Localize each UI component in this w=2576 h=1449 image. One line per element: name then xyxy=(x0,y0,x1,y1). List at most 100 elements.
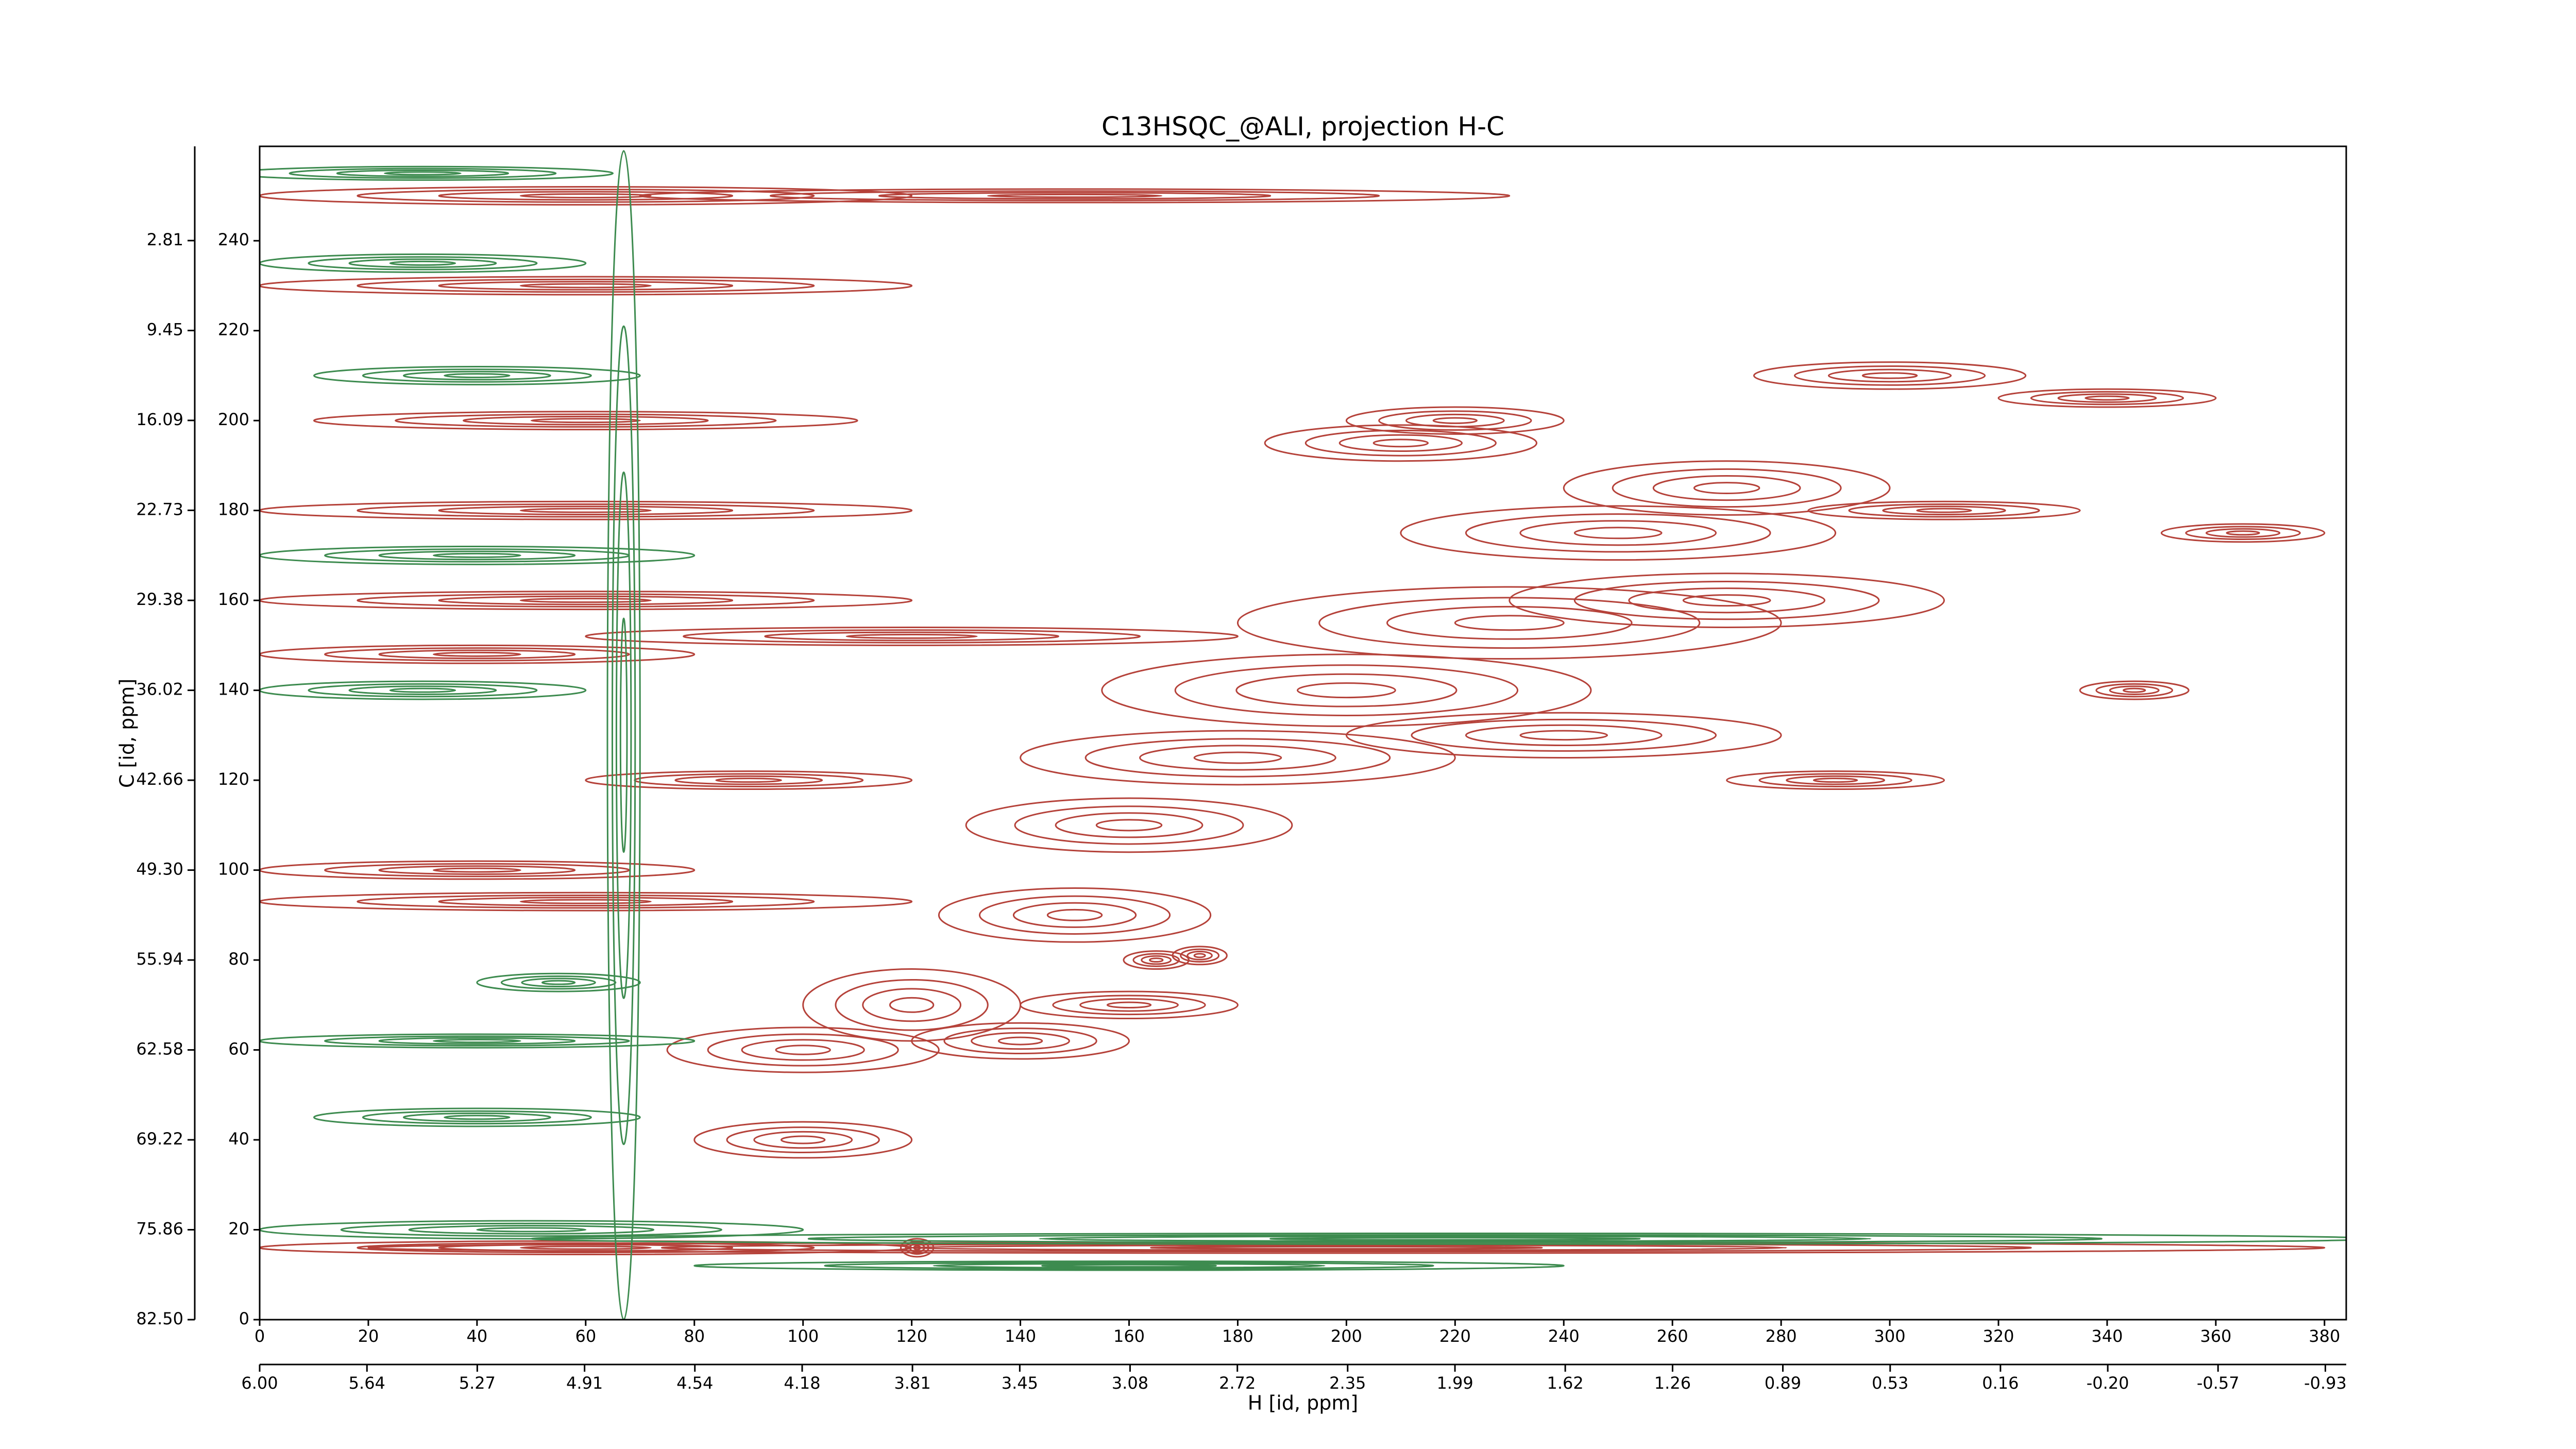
contour xyxy=(1997,388,2217,408)
x-tick-label: 180 xyxy=(1222,1326,1253,1346)
y-tick-label: 140 xyxy=(218,680,249,699)
contour xyxy=(938,887,1212,943)
x2-tick-label: 1.62 xyxy=(1547,1373,1584,1393)
contour xyxy=(862,988,962,1022)
contour xyxy=(1563,460,1891,516)
contour xyxy=(1020,730,1456,786)
contour xyxy=(1180,948,1220,963)
x-tick-label: 160 xyxy=(1113,1326,1145,1346)
contour xyxy=(2030,391,2184,406)
x2-tick-label: 2.72 xyxy=(1219,1373,1256,1393)
contour xyxy=(324,1035,630,1047)
contour xyxy=(260,276,912,296)
contour xyxy=(913,1245,921,1251)
contour xyxy=(666,1026,940,1073)
contour xyxy=(1861,372,1918,379)
y2-tick-label: 75.86 xyxy=(136,1219,183,1239)
contour xyxy=(1020,990,1239,1019)
x-tick-label: 240 xyxy=(1548,1326,1580,1346)
x-tick-label: 360 xyxy=(2200,1326,2231,1346)
x-tick-label: 380 xyxy=(2309,1326,2340,1346)
x-tick-label: 100 xyxy=(787,1326,819,1346)
contour xyxy=(1509,572,1945,628)
contour xyxy=(1454,615,1565,631)
y2-tick-label: 22.73 xyxy=(136,499,183,519)
contour xyxy=(260,186,912,206)
x-tick-label: 60 xyxy=(575,1326,596,1346)
y2-tick-label: 2.81 xyxy=(147,230,183,249)
x-axis-label: H [id, ppm] xyxy=(1248,1392,1358,1414)
contour xyxy=(378,1037,576,1045)
contour xyxy=(726,1126,880,1153)
contour xyxy=(519,283,652,289)
contour xyxy=(476,1227,587,1233)
contour xyxy=(2226,530,2260,536)
contour xyxy=(2057,393,2157,403)
contour xyxy=(1101,653,1592,727)
contour xyxy=(1095,819,1163,832)
contour xyxy=(433,1038,521,1043)
x2-tick-label: -0.93 xyxy=(2304,1373,2347,1393)
y2-tick-label: 49.30 xyxy=(136,860,183,879)
contour xyxy=(753,1131,853,1149)
contour xyxy=(348,258,497,268)
contour xyxy=(1848,503,2040,518)
contour xyxy=(585,770,913,790)
contour xyxy=(1400,505,1837,561)
contour xyxy=(531,1232,2346,1245)
contour xyxy=(1345,712,1782,759)
contour xyxy=(769,190,1380,201)
contour xyxy=(1758,773,1912,787)
contour xyxy=(781,1135,826,1144)
x-tick-label: 340 xyxy=(2091,1326,2123,1346)
contour xyxy=(615,471,632,999)
contour xyxy=(1519,520,1717,546)
contour xyxy=(357,503,815,518)
contour xyxy=(260,253,587,273)
contour xyxy=(1386,605,1633,640)
contour xyxy=(313,411,858,431)
chart-title: C13HSQC_@ALI, projection H-C xyxy=(1101,112,1504,142)
contour xyxy=(1693,482,1760,495)
contour xyxy=(1235,673,1458,707)
contour xyxy=(260,165,614,181)
y-tick-label: 120 xyxy=(218,769,249,789)
x-tick-label: 0 xyxy=(255,1326,265,1346)
contour xyxy=(519,1245,652,1250)
contour xyxy=(1150,1245,1543,1250)
contour xyxy=(362,368,592,383)
contour xyxy=(1318,597,1701,649)
contour xyxy=(438,897,734,907)
contour xyxy=(1187,950,1213,961)
contour xyxy=(308,256,538,271)
contour xyxy=(289,167,557,179)
contour xyxy=(1726,770,1945,790)
contour xyxy=(1149,957,1164,963)
contour xyxy=(1014,805,1244,845)
contour xyxy=(1372,439,1429,448)
y-axis-label: C [id, ppm] xyxy=(116,679,139,788)
contour xyxy=(1628,587,1825,614)
contour xyxy=(824,1261,1434,1270)
contour xyxy=(911,1022,1130,1060)
contour xyxy=(519,899,652,904)
contour xyxy=(1519,730,1608,741)
contour xyxy=(260,500,912,520)
contour xyxy=(260,644,696,664)
contour xyxy=(835,979,989,1031)
contour xyxy=(357,593,815,608)
contour xyxy=(987,193,1163,198)
y2-tick-label: 62.58 xyxy=(136,1039,183,1059)
x2-tick-label: 3.08 xyxy=(1112,1373,1148,1393)
contour xyxy=(1807,500,2081,520)
contour xyxy=(260,680,587,700)
x2-tick-label: 0.16 xyxy=(1982,1373,2019,1393)
contour xyxy=(1041,1263,1217,1268)
contour xyxy=(260,1033,696,1049)
contour xyxy=(997,1036,1043,1046)
contour xyxy=(378,865,576,875)
contour xyxy=(308,683,538,698)
contour xyxy=(357,278,815,293)
contour xyxy=(674,775,823,785)
